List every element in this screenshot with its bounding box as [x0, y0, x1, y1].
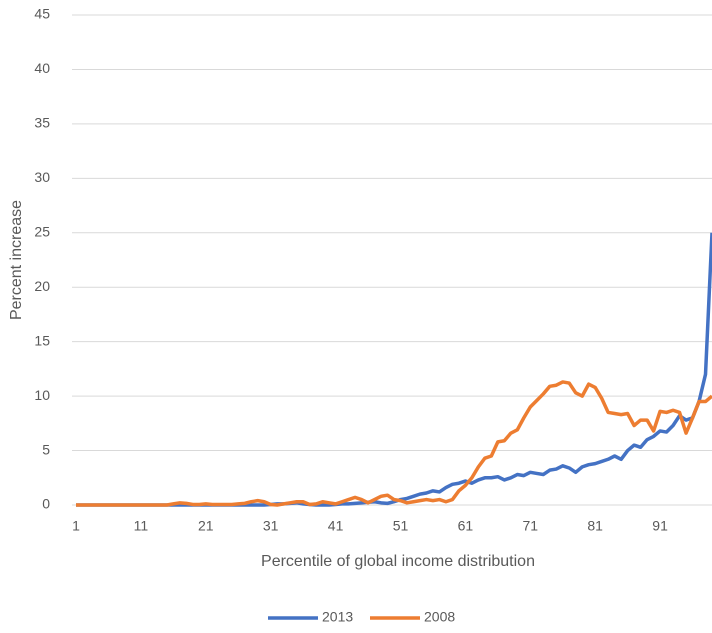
y-tick-label: 20: [34, 278, 50, 294]
x-tick-label: 41: [328, 518, 344, 534]
y-tick-label: 40: [34, 60, 50, 76]
x-tick-label: 61: [458, 518, 474, 534]
line-series: [76, 232, 712, 507]
x-tick-label: 81: [587, 518, 603, 534]
y-tick-label: 5: [42, 441, 50, 457]
x-tick-label: 51: [393, 518, 409, 534]
y-tick-label: 15: [34, 332, 50, 348]
x-tick-label: 11: [134, 518, 149, 534]
x-tick-label: 21: [198, 518, 214, 534]
y-tick-label: 0: [42, 496, 50, 512]
y-axis-title: Percent increase: [8, 200, 25, 320]
y-tick-label: 35: [34, 115, 50, 131]
legend-label: 2008: [424, 609, 455, 625]
y-tick-label: 25: [34, 223, 50, 239]
x-tick-label: 1: [72, 518, 80, 534]
legend-label: 2013: [322, 609, 353, 625]
y-tick-label: 10: [34, 387, 50, 403]
line-series: [76, 380, 712, 507]
x-tick-label: 71: [522, 518, 538, 534]
x-axis-title: Percentile of global income distribution: [261, 553, 535, 570]
y-tick-label: 45: [34, 6, 50, 22]
x-tick-label: 91: [652, 518, 668, 534]
y-tick-label: 30: [34, 169, 50, 185]
x-tick-label: 31: [263, 518, 279, 534]
